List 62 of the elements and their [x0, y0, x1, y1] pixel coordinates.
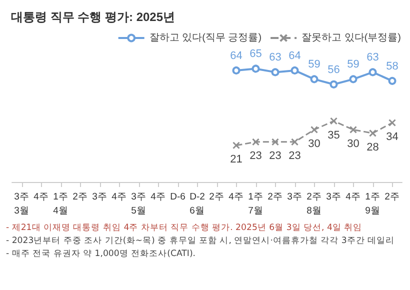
point	[330, 80, 338, 88]
x-tick-label: 1주 7월	[248, 192, 264, 216]
data-label: 59	[347, 58, 360, 71]
legend-label: 잘하고 있다(직무 긍정률)	[149, 32, 262, 44]
data-label: 23	[288, 150, 301, 162]
point	[290, 66, 299, 74]
data-label: 63	[366, 52, 379, 64]
x-tick-label: 3주 3월	[14, 192, 30, 216]
point	[310, 126, 318, 134]
x-tick-label: 2주	[384, 192, 400, 202]
x-tick-label: 1주 9월	[365, 192, 380, 216]
data-label: 30	[347, 138, 360, 150]
x-tick-label: 4주	[34, 192, 49, 202]
data-label: 30	[308, 138, 320, 150]
point	[232, 66, 240, 74]
point	[252, 138, 260, 146]
data-label: 64	[288, 50, 301, 62]
text: - 매주 전국 유권자 약 1,000명 전화조사(CATI).	[6, 248, 197, 261]
point	[310, 75, 318, 84]
data-label: 28	[366, 141, 379, 154]
x-tick-label: 3주	[287, 192, 302, 202]
x-tick-label: 1주 4월	[53, 192, 68, 216]
x-tick-label: 3주	[326, 192, 342, 202]
data-label: 64	[230, 50, 242, 62]
point	[369, 129, 376, 137]
legend-label: 잘못하고 있다(부정률)	[302, 32, 402, 44]
x-tick-label: 4주	[112, 192, 127, 202]
x-tick-label: 3주	[92, 192, 108, 202]
point	[252, 64, 260, 73]
x-tick-label: D-6	[170, 192, 186, 202]
point	[291, 138, 298, 146]
text: - 제21대 이재명 대통령 취임 4주 차부터 직무 수행 평가. 2025년 6월 3일 당선, 4일 취임	[6, 222, 364, 235]
point	[272, 138, 279, 146]
data-label: 23	[269, 150, 282, 162]
point	[232, 142, 240, 150]
point	[350, 126, 357, 134]
chart-title: 대통령 직무 수행 평가: 2025년	[11, 10, 176, 24]
x-tick-label: D-2 6월	[190, 192, 205, 216]
point	[330, 117, 338, 125]
x-tick-label: 4주	[346, 192, 361, 202]
data-label: 59	[308, 58, 320, 71]
point	[388, 76, 396, 85]
text: - 2023년부터 주중 조사 기간(화~목) 중 휴무일 포함 시, 연말연시·여름휴가철 각각 3주간 데일리	[6, 235, 396, 248]
data-label: 63	[269, 52, 282, 64]
x-tick-label: 4주	[228, 192, 244, 202]
data-label: 65	[250, 48, 262, 60]
point	[349, 75, 358, 84]
point	[271, 68, 280, 76]
point	[368, 68, 377, 76]
x-tick-label: 2주	[72, 192, 88, 202]
x-tick-label: 2주 8월	[306, 192, 322, 216]
data-label: 23	[250, 150, 262, 162]
data-label: 34	[386, 130, 398, 143]
data-label: 35	[328, 129, 340, 142]
x-tick-label: 2주	[209, 192, 224, 202]
x-tick-label: 3주 5월	[131, 192, 146, 216]
data-label: 21	[230, 154, 242, 166]
data-label: 56	[328, 64, 340, 76]
x-tick-label: 4주	[150, 192, 166, 202]
x-tick-label: 2주	[268, 192, 283, 202]
data-label: 58	[386, 60, 398, 72]
point	[388, 118, 396, 126]
